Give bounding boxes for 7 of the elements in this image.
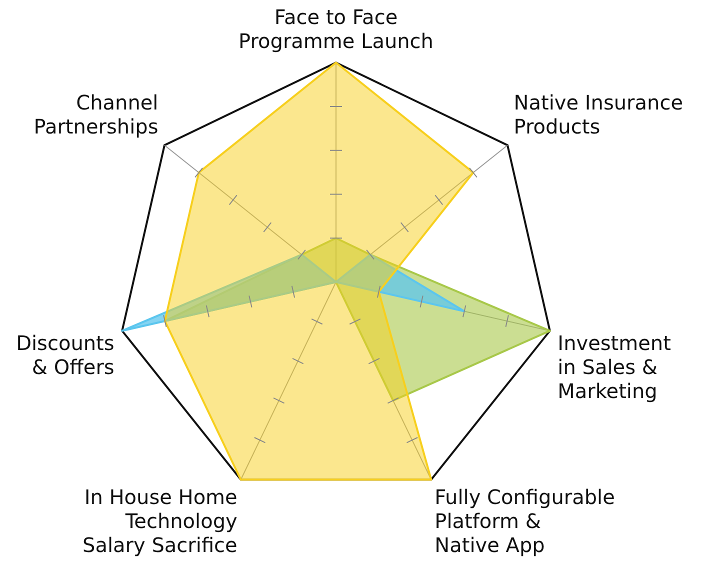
spoke-label: Channel Partnerships — [34, 90, 158, 138]
spoke-label: Discounts & Offers — [16, 330, 114, 379]
spoke-label: Face to Face Programme Launch — [238, 4, 434, 53]
spoke-label: Fully Configurable Platform & Native App — [434, 485, 615, 558]
spoke-label: Investment in Sales & Marketing — [558, 330, 672, 403]
spoke-label: In House Home Technology Salary Sacrifice — [82, 485, 238, 558]
spoke-label: Native Insurance Products — [514, 90, 684, 138]
